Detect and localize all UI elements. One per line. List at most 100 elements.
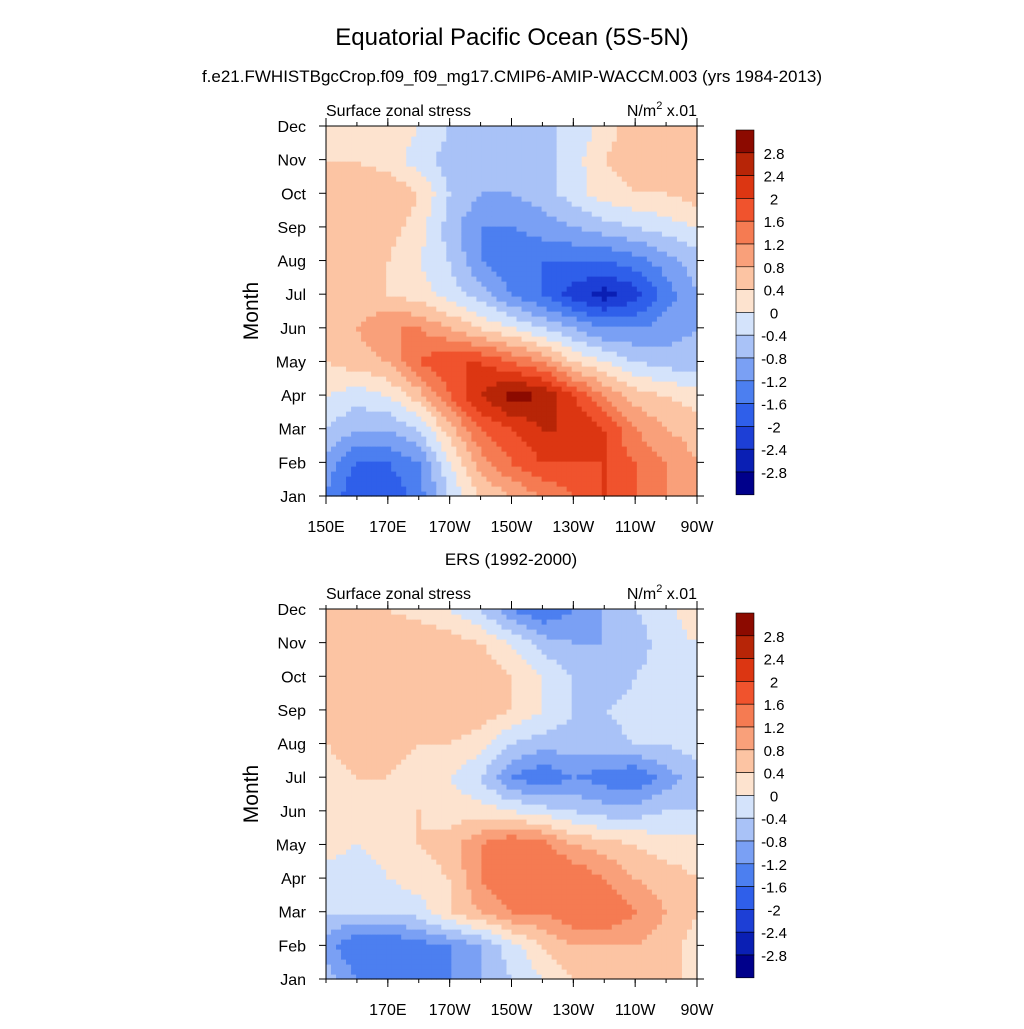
field-cell — [471, 371, 477, 377]
field-cell — [516, 456, 523, 462]
field-cell — [426, 481, 432, 487]
field-cell — [586, 166, 593, 172]
field-cell — [361, 246, 367, 252]
field-cell — [586, 416, 593, 422]
field-cell — [586, 461, 593, 467]
field-cell — [601, 196, 608, 202]
field-cell — [371, 236, 377, 242]
field-cell — [366, 381, 372, 387]
field-cell — [686, 461, 693, 467]
field-cell — [551, 406, 558, 412]
field-cell — [601, 246, 608, 252]
field-cell — [571, 261, 578, 267]
field-cell — [446, 401, 452, 407]
field-cell — [516, 191, 523, 197]
field-cell — [381, 266, 387, 272]
field-cell — [676, 176, 683, 182]
field-cell — [326, 376, 332, 382]
field-cell — [446, 201, 452, 207]
field-cell — [611, 406, 618, 412]
field-cell — [491, 231, 498, 237]
field-cell — [551, 326, 558, 332]
field-cell — [636, 481, 643, 487]
field-cell — [361, 456, 367, 462]
field-cell — [656, 426, 663, 432]
field-cell — [336, 326, 342, 332]
field-cell — [486, 301, 493, 307]
field-cell — [571, 276, 578, 282]
field-cell — [536, 491, 543, 497]
field-cell — [641, 376, 648, 382]
field-cell — [501, 191, 508, 197]
field-cell — [426, 261, 432, 267]
field-cell — [576, 206, 583, 212]
field-cell — [506, 286, 513, 292]
field-cell — [366, 266, 372, 272]
field-cell — [616, 276, 623, 282]
field-cell — [666, 311, 673, 317]
field-cell — [476, 271, 483, 277]
field-cell — [691, 171, 698, 177]
field-cell — [336, 266, 342, 272]
field-cell — [426, 166, 432, 172]
field-cell — [356, 181, 362, 187]
field-cell — [656, 296, 663, 302]
field-cell — [631, 276, 638, 282]
field-cell — [396, 226, 402, 232]
field-cell — [636, 431, 643, 437]
field-cell — [646, 456, 653, 462]
field-cell — [501, 326, 508, 332]
field-cell — [601, 366, 608, 372]
field-cell — [436, 451, 442, 457]
field-cell — [346, 266, 352, 272]
field-cell — [651, 371, 658, 377]
field-cell — [526, 356, 533, 362]
field-cell — [581, 216, 588, 222]
field-cell — [481, 196, 488, 202]
field-cell — [476, 181, 483, 187]
field-cell — [606, 341, 613, 347]
field-cell — [581, 321, 588, 327]
field-cell — [611, 281, 618, 287]
field-cell — [476, 471, 483, 477]
field-cell — [396, 271, 402, 277]
field-cell — [596, 236, 603, 242]
field-cell — [501, 401, 508, 407]
field-cell — [521, 166, 528, 172]
field-cell — [521, 411, 528, 417]
field-cell — [476, 276, 483, 282]
field-cell — [591, 226, 598, 232]
field-cell — [461, 396, 467, 402]
field-cell — [611, 476, 618, 482]
field-cell — [541, 241, 548, 247]
field-cell — [541, 421, 548, 427]
field-cell — [451, 286, 457, 292]
field-cell — [371, 366, 377, 372]
field-cell — [356, 171, 362, 177]
field-cell — [686, 166, 693, 172]
field-cell — [666, 166, 673, 172]
field-cell — [446, 486, 452, 492]
field-cell — [541, 346, 548, 352]
field-cell — [426, 181, 432, 187]
field-cell — [596, 311, 603, 317]
field-cell — [386, 231, 392, 237]
field-cell — [536, 291, 543, 297]
field-cell — [371, 311, 377, 317]
field-cell — [676, 421, 683, 427]
field-cell — [591, 211, 598, 217]
field-cell — [386, 251, 392, 257]
field-cell — [611, 206, 618, 212]
field-cell — [411, 366, 417, 372]
field-cell — [616, 191, 623, 197]
field-cell — [546, 396, 553, 402]
field-cell — [576, 221, 583, 227]
field-cell — [456, 391, 462, 397]
field-cell — [346, 376, 352, 382]
field-cell — [481, 376, 488, 382]
field-cell — [326, 286, 332, 292]
field-cell — [346, 301, 352, 307]
field-cell — [391, 271, 397, 277]
field-cell — [686, 481, 693, 487]
field-cell — [341, 351, 347, 357]
